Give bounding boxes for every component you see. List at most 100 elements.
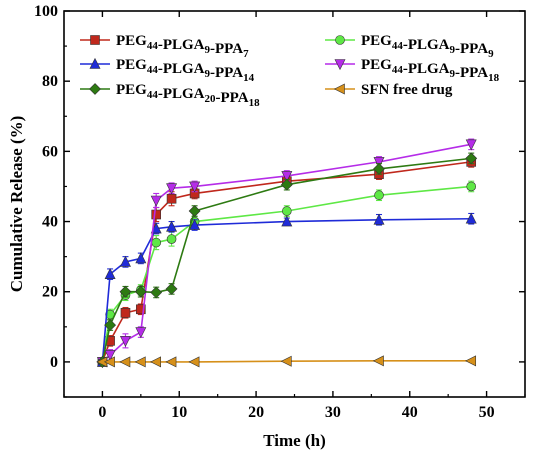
x-tick-label: 50 <box>479 404 495 421</box>
data-point <box>119 336 131 348</box>
data-point <box>135 327 147 339</box>
x-tick-label: 40 <box>402 404 418 421</box>
legend-subscript: 9 <box>205 44 211 56</box>
data-point <box>119 255 131 267</box>
data-point <box>150 356 161 368</box>
y-tick-label: 60 <box>42 143 58 160</box>
legend-text-part: SFN free drug <box>361 82 453 98</box>
legend-label: PEG44-PLGA9-PPA9 <box>361 33 494 60</box>
legend-label: PEG44-PLGA20-PPA18 <box>116 82 260 109</box>
legend-text-part: -PLGA <box>158 61 205 77</box>
data-point <box>136 304 146 315</box>
legend-text-part: -PLGA <box>403 61 450 77</box>
legend-item-3: PEG44-PLGA9-PPA18 <box>325 57 500 84</box>
legend-text-part: -PPA <box>455 41 488 57</box>
series-line <box>101 143 472 363</box>
legend-label: PEG44-PLGA9-PPA18 <box>361 57 500 84</box>
series-4 <box>96 152 478 368</box>
legend-label: SFN free drug <box>361 82 453 98</box>
data-point <box>119 285 132 298</box>
legend-item-4: PEG44-PLGA20-PPA18 <box>80 82 260 109</box>
data-point <box>134 356 146 368</box>
data-point <box>280 355 292 367</box>
series-1 <box>97 180 477 367</box>
legend-text-part: -PPA <box>455 65 488 81</box>
data-point <box>189 181 201 193</box>
data-point <box>165 356 177 368</box>
data-point <box>333 83 345 95</box>
data-point <box>135 252 147 264</box>
data-point <box>90 35 100 45</box>
data-point <box>374 190 384 201</box>
x-tick-label: 30 <box>325 404 341 421</box>
data-point <box>119 356 131 368</box>
y-tick-label: 20 <box>42 284 58 301</box>
legend-subscript: 44 <box>147 40 159 52</box>
legend-subscript: 44 <box>147 64 159 76</box>
legend: PEG44-PLGA9-PPA7PEG44-PLGA9-PPA9PEG44-PL… <box>80 33 500 109</box>
legend-text-part: -PPA <box>216 90 249 106</box>
x-axis-title: Time (h) <box>263 431 326 450</box>
legend-subscript: 44 <box>392 40 404 52</box>
y-tick-label: 40 <box>42 214 58 231</box>
y-axis-title: Cumulative Release (%) <box>7 116 26 293</box>
legend-label: PEG44-PLGA9-PPA14 <box>116 57 255 84</box>
legend-text-part: PEG <box>116 82 147 98</box>
y-tick-label: 0 <box>50 354 58 371</box>
data-point <box>373 162 385 175</box>
legend-subscript: 18 <box>249 97 261 109</box>
data-point <box>166 234 177 244</box>
series-5 <box>96 355 477 368</box>
legend-subscript: 7 <box>243 48 249 60</box>
data-point <box>188 356 200 368</box>
data-point <box>89 57 101 69</box>
series-2 <box>96 212 477 367</box>
legend-item-2: PEG44-PLGA9-PPA14 <box>80 57 255 84</box>
legend-subscript: 9 <box>450 68 456 80</box>
x-tick-label: 0 <box>98 404 106 421</box>
data-point <box>373 157 385 169</box>
axes: 0 10 20 30 40 50 0 20 40 60 80 100 <box>34 3 526 421</box>
legend-item-0: PEG44-PLGA9-PPA7 <box>80 33 249 60</box>
data-point <box>334 59 346 71</box>
x-tick-label: 10 <box>171 404 187 421</box>
data-point <box>166 193 177 204</box>
legend-item-1: PEG44-PLGA9-PPA9 <box>325 33 494 60</box>
legend-subscript: 20 <box>205 93 217 105</box>
data-point <box>373 213 385 225</box>
data-point <box>465 212 477 224</box>
series-line <box>101 185 472 363</box>
legend-text-part: -PPA <box>210 65 243 81</box>
data-point <box>150 286 163 299</box>
legend-text-part: PEG <box>116 33 147 49</box>
legend-text-part: -PLGA <box>158 86 205 102</box>
data-point <box>120 307 131 318</box>
legend-subscript: 9 <box>450 44 456 56</box>
x-tick-label: 20 <box>248 404 264 421</box>
legend-item-5: SFN free drug <box>325 82 453 98</box>
legend-text-part: PEG <box>116 57 147 73</box>
series-line <box>101 217 472 362</box>
data-point <box>282 206 292 216</box>
data-point <box>189 218 201 230</box>
data-point <box>335 35 345 45</box>
data-point <box>465 139 477 151</box>
legend-label: PEG44-PLGA9-PPA7 <box>116 33 249 60</box>
data-point <box>281 215 293 227</box>
legend-subscript: 44 <box>392 64 404 76</box>
y-tick-label: 80 <box>42 73 58 90</box>
legend-subscript: 14 <box>243 72 255 84</box>
data-point <box>280 178 293 191</box>
data-point <box>89 83 101 95</box>
series-line <box>102 360 472 363</box>
plot-area <box>96 138 478 369</box>
legend-text-part: -PLGA <box>158 37 205 53</box>
legend-text-part: -PPA <box>210 41 243 57</box>
data-point <box>134 285 147 298</box>
data-point <box>104 319 117 331</box>
data-point <box>104 350 116 362</box>
data-point <box>103 356 115 368</box>
data-point <box>166 220 178 232</box>
data-point <box>466 181 477 192</box>
